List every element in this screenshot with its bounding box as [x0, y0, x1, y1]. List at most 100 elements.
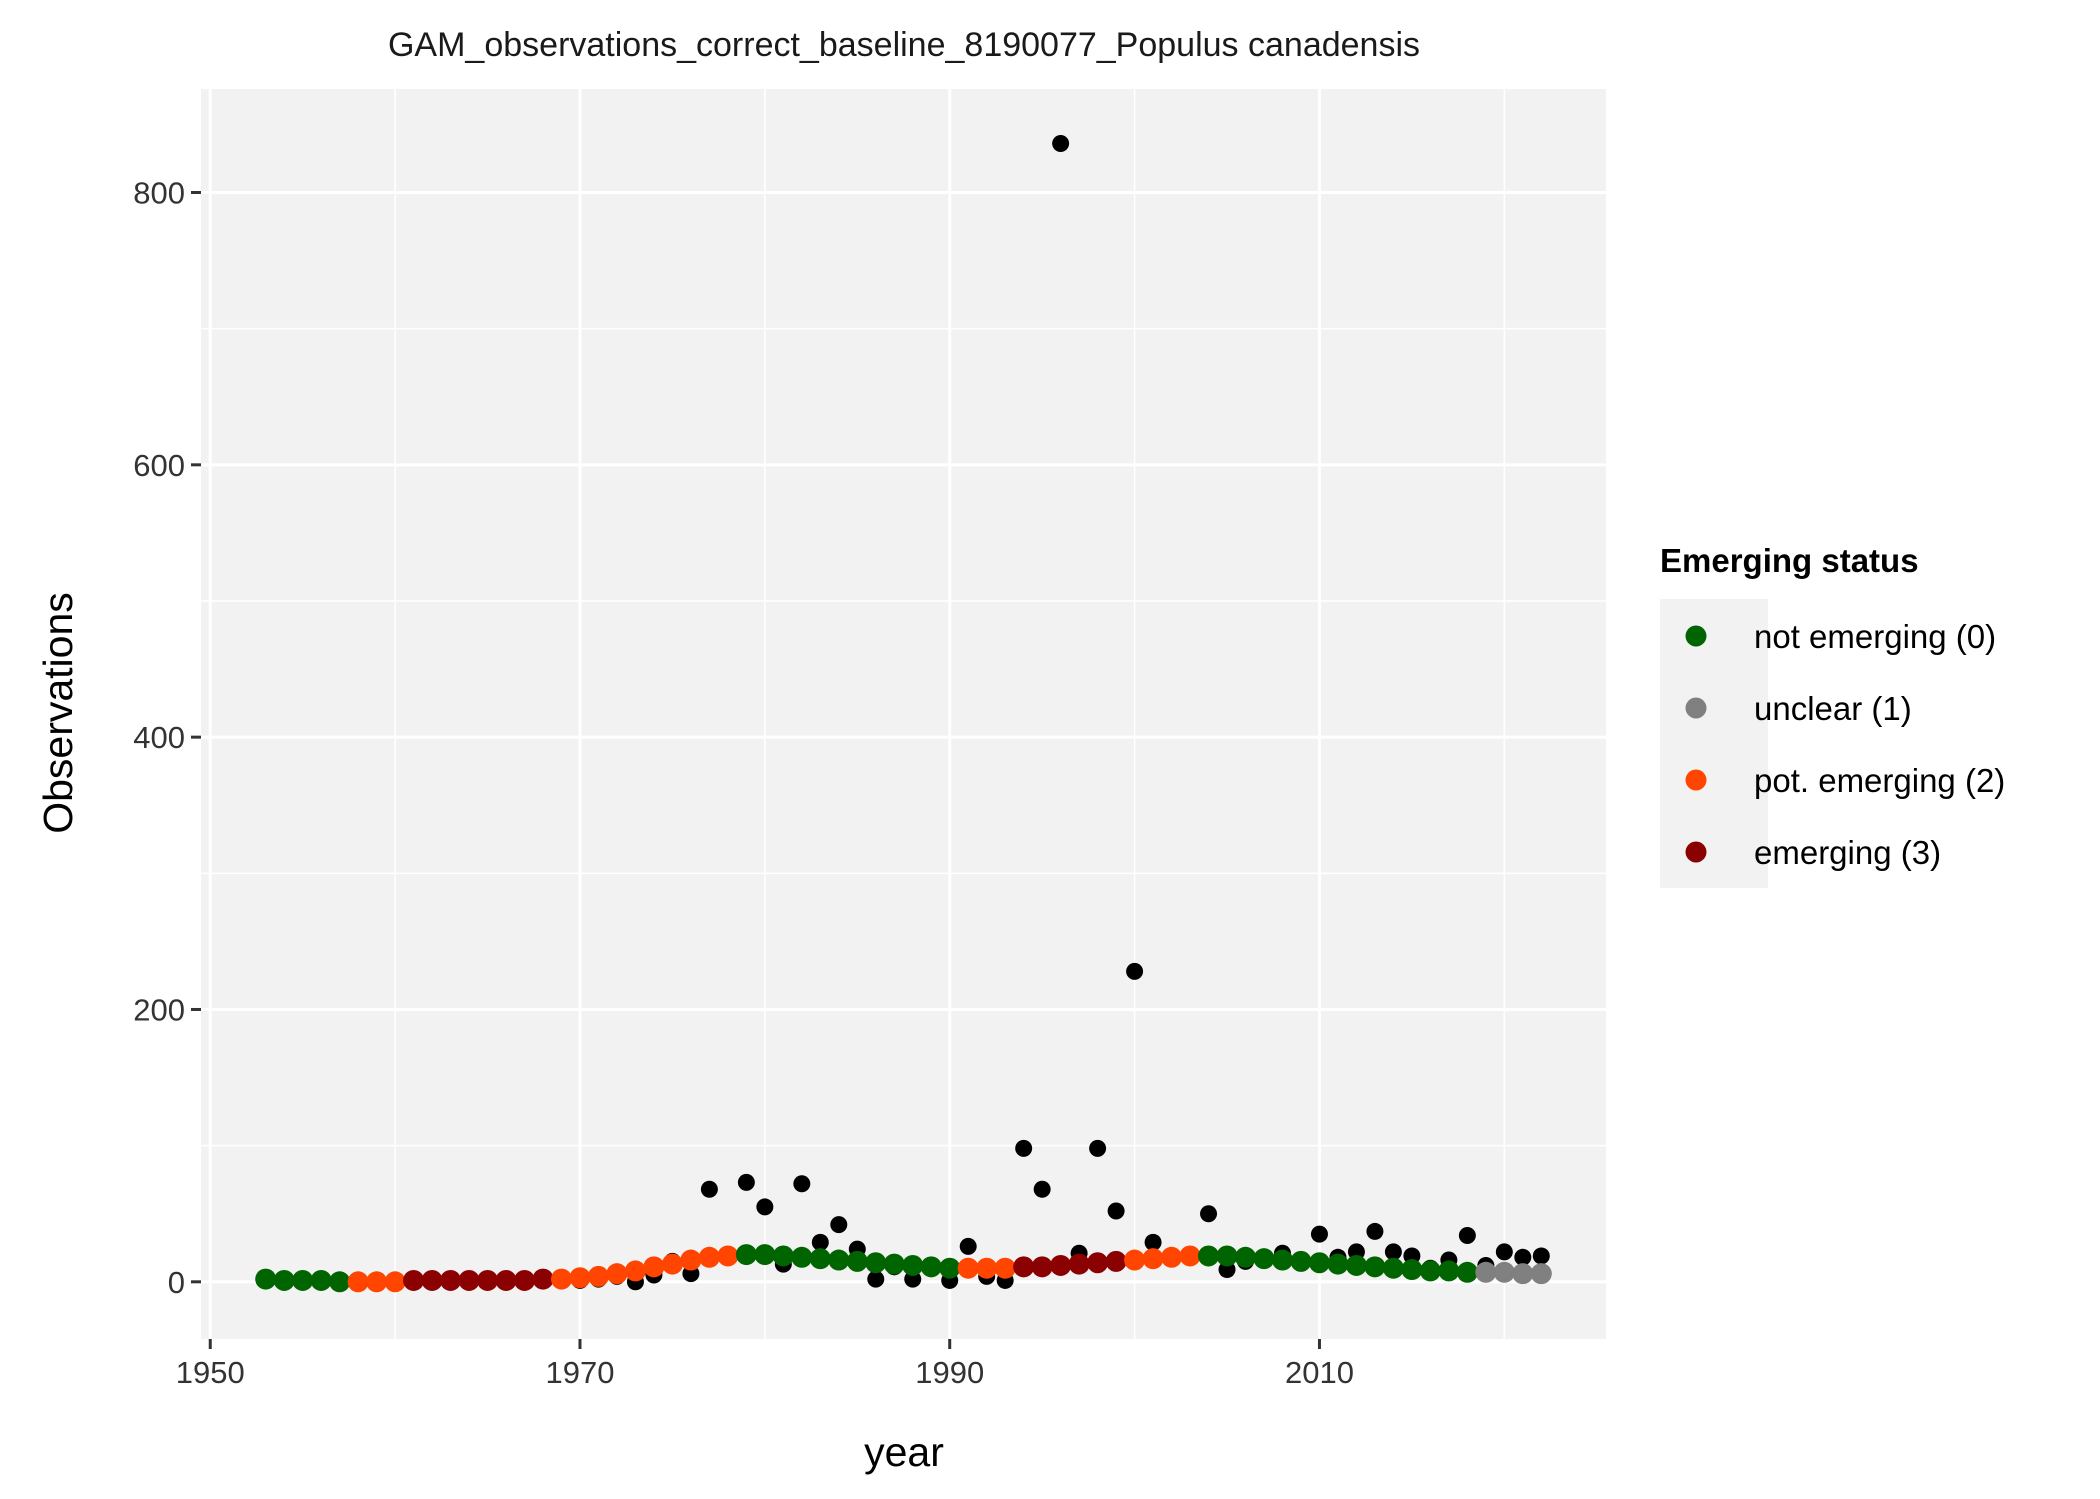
observed-point: [1089, 1139, 1107, 1157]
legend-key: [1685, 769, 1707, 791]
fitted-point: [957, 1257, 979, 1279]
observed-point: [959, 1237, 977, 1255]
fitted-point: [1068, 1253, 1090, 1275]
legend-label: unclear (1): [1754, 690, 1912, 727]
fitted-point: [384, 1271, 406, 1293]
fitted-point: [1050, 1254, 1072, 1276]
fitted-point: [772, 1245, 794, 1267]
legend-title: Emerging status: [1660, 542, 1919, 579]
x-tick-label: 1970: [545, 1355, 614, 1390]
observed-point: [1458, 1227, 1476, 1245]
fitted-point: [1142, 1248, 1164, 1270]
observed-point: [1033, 1180, 1051, 1198]
fitted-point: [1216, 1245, 1238, 1267]
fitted-point: [273, 1269, 295, 1291]
fitted-point: [292, 1269, 314, 1291]
observed-point: [1495, 1243, 1513, 1261]
x-tick-label: 2010: [1285, 1355, 1354, 1390]
fitted-point: [902, 1254, 924, 1276]
fitted-point: [846, 1250, 868, 1272]
fitted-point: [366, 1271, 388, 1293]
fitted-point: [828, 1249, 850, 1271]
fitted-point: [458, 1269, 480, 1291]
fitted-point: [1087, 1252, 1109, 1274]
fitted-point: [1179, 1245, 1201, 1267]
observed-point: [1384, 1243, 1402, 1261]
y-tick-label: 0: [168, 1265, 185, 1300]
fitted-point: [994, 1257, 1016, 1279]
fitted-point: [680, 1249, 702, 1271]
observed-point: [1200, 1205, 1218, 1223]
legend-label: emerging (3): [1754, 834, 1941, 871]
observed-point: [700, 1180, 718, 1198]
fitted-point: [1235, 1246, 1257, 1268]
fitted-point: [1124, 1249, 1146, 1271]
fitted-point: [1031, 1256, 1053, 1278]
fitted-point: [1475, 1261, 1497, 1283]
fitted-point: [1512, 1263, 1534, 1285]
observed-point: [867, 1270, 885, 1288]
fitted-point: [1345, 1254, 1367, 1276]
plot-panel: [201, 89, 1606, 1339]
fitted-point: [1530, 1263, 1552, 1285]
fitted-point: [347, 1271, 369, 1293]
y-axis: 0 200 400 600 800: [133, 175, 201, 1300]
fitted-point: [255, 1268, 277, 1290]
fitted-point: [1308, 1252, 1330, 1274]
observed-point: [1366, 1222, 1384, 1240]
x-tick-label: 1950: [176, 1355, 245, 1390]
legend-label: pot. emerging (2): [1754, 762, 2005, 799]
fitted-point: [606, 1263, 628, 1285]
fitted-point: [1382, 1257, 1404, 1279]
observed-point: [1052, 134, 1070, 152]
fitted-point: [421, 1269, 443, 1291]
observed-point: [1015, 1139, 1033, 1157]
observed-point: [737, 1173, 755, 1191]
legend-key: [1685, 625, 1707, 647]
observed-point: [1126, 962, 1144, 980]
x-axis-title: year: [864, 1429, 944, 1475]
observed-point: [1144, 1233, 1162, 1251]
fitted-point: [1013, 1256, 1035, 1278]
fitted-point: [1456, 1261, 1478, 1283]
fitted-point: [791, 1246, 813, 1268]
fitted-point: [1327, 1253, 1349, 1275]
fitted-point: [1271, 1249, 1293, 1271]
fitted-point: [1438, 1260, 1460, 1282]
chart-title: GAM_observations_correct_baseline_819007…: [388, 26, 1420, 64]
fitted-point: [495, 1269, 517, 1291]
fitted-point: [587, 1265, 609, 1287]
fitted-point: [1198, 1245, 1220, 1267]
minor-gridlines: [201, 89, 1606, 1339]
fitted-point: [550, 1268, 572, 1290]
fitted-point: [920, 1256, 942, 1278]
fitted-point: [329, 1271, 351, 1293]
fitted-point: [1419, 1260, 1441, 1282]
fitted-point: [514, 1269, 536, 1291]
legend: Emerging status not emerging (0) unclear …: [1660, 542, 2005, 888]
fitted-point: [735, 1244, 757, 1266]
fitted-point: [569, 1267, 591, 1289]
observed-point: [1310, 1225, 1328, 1243]
legend-key-background: [1660, 599, 1768, 888]
fitted-point: [698, 1246, 720, 1268]
fitted-point: [976, 1257, 998, 1279]
observed-point: [1514, 1248, 1532, 1266]
fitted-point: [1493, 1261, 1515, 1283]
x-tick-label: 1990: [915, 1355, 984, 1390]
fitted-point: [440, 1269, 462, 1291]
fitted-point: [624, 1260, 646, 1282]
fitted-point: [1253, 1248, 1275, 1270]
y-axis-title: Observations: [35, 592, 81, 834]
legend-key: [1685, 841, 1707, 863]
fitted-point: [865, 1252, 887, 1274]
legend-key: [1685, 697, 1707, 719]
fitted-point: [477, 1269, 499, 1291]
fitted-point: [643, 1256, 665, 1278]
major-gridlines: [201, 89, 1606, 1339]
fitted-point: [883, 1253, 905, 1275]
y-tick-label: 200: [133, 992, 185, 1027]
fitted-point: [1161, 1246, 1183, 1268]
legend-label: not emerging (0): [1754, 618, 1996, 655]
